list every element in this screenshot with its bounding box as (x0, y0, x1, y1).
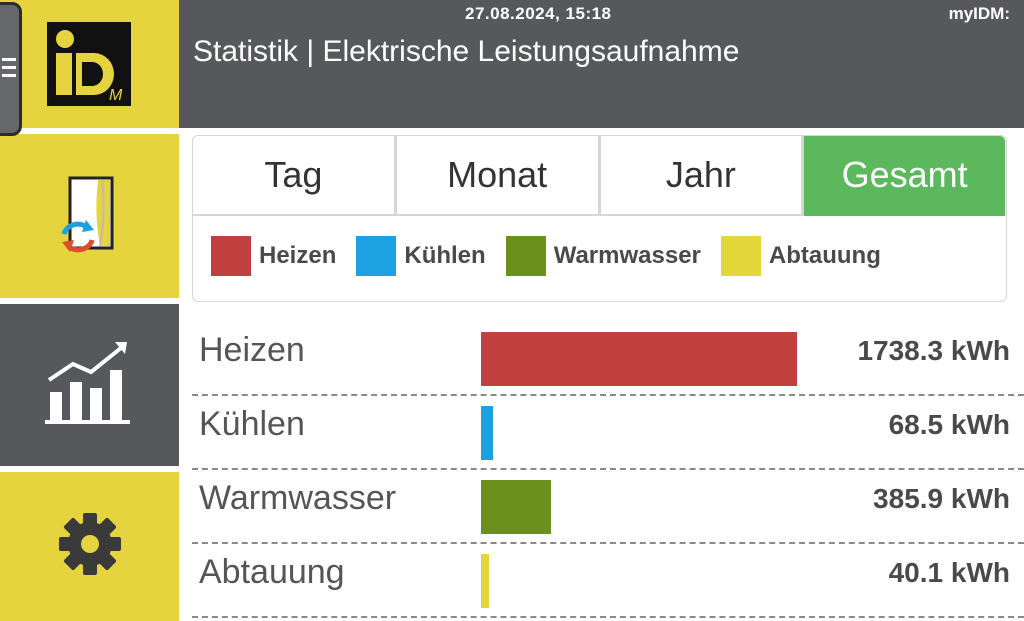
myidm-link[interactable]: myIDM: (948, 4, 1010, 23)
header: 27.08.2024, 15:18 myIDM: Statistik | Ele… (179, 0, 1024, 128)
row-label: Abtauung (199, 553, 345, 591)
row-value: 1738.3 kWh (857, 335, 1010, 366)
row-label: Kühlen (199, 405, 305, 443)
row-warmwasser: Warmwasser 385.9 kWh (192, 471, 1024, 544)
legend-item-heizen: Heizen (211, 236, 336, 276)
nav-statistics[interactable] (0, 304, 179, 466)
row-label: Heizen (199, 331, 305, 369)
row-heizen: Heizen 1738.3 kWh (192, 323, 1024, 396)
legend: Heizen Kühlen Warmwasser Abtauung (211, 236, 901, 276)
page-title: Statistik | Elektrische Leistungsaufnahm… (193, 35, 740, 68)
logo-block: M (0, 0, 179, 128)
heat-pump-icon (58, 172, 122, 261)
row-value: 385.9 kWh (873, 483, 1010, 514)
row-bar (481, 406, 493, 460)
sidebar: M (0, 0, 179, 621)
legend-swatch (356, 236, 397, 276)
gear-icon (56, 510, 124, 583)
legend-label: Abtauung (768, 242, 881, 269)
legend-label: Heizen (259, 242, 337, 269)
tab-monat[interactable]: Monat (396, 136, 601, 216)
datetime: 27.08.2024, 15:18 (465, 4, 612, 23)
legend-label: Kühlen (404, 242, 486, 269)
row-bar (481, 332, 797, 386)
menu-toggle[interactable] (0, 2, 22, 136)
row-value: 68.5 kWh (888, 409, 1010, 440)
nav-settings[interactable] (0, 472, 179, 621)
row-bar (481, 480, 551, 534)
row-kuehlen: Kühlen 68.5 kWh (192, 397, 1024, 470)
row-value: 40.1 kWh (888, 557, 1010, 588)
period-panel: Tag Monat Jahr Gesamt Heizen Kühlen Warm… (192, 135, 1007, 302)
legend-item-kuehlen: Kühlen (356, 236, 486, 276)
tab-gesamt[interactable]: Gesamt (804, 136, 1005, 216)
legend-label: Warmwasser (553, 242, 701, 269)
row-abtauung: Abtauung 40.1 kWh (192, 545, 1024, 618)
row-bar (481, 554, 489, 608)
legend-swatch (211, 236, 251, 276)
bar-chart-icon (44, 340, 135, 431)
row-label: Warmwasser (199, 479, 397, 517)
nav-heat-pump[interactable] (0, 134, 179, 298)
legend-swatch (720, 236, 761, 276)
legend-swatch (505, 236, 546, 276)
legend-item-warmwasser: Warmwasser (505, 236, 701, 276)
tab-tag[interactable]: Tag (193, 136, 397, 216)
legend-item-abtauung: Abtauung (720, 236, 881, 276)
svg-text:M: M (109, 87, 123, 104)
period-tabs: Tag Monat Jahr Gesamt (193, 136, 1005, 218)
tab-jahr[interactable]: Jahr (600, 136, 805, 216)
idm-logo: M (47, 22, 131, 106)
